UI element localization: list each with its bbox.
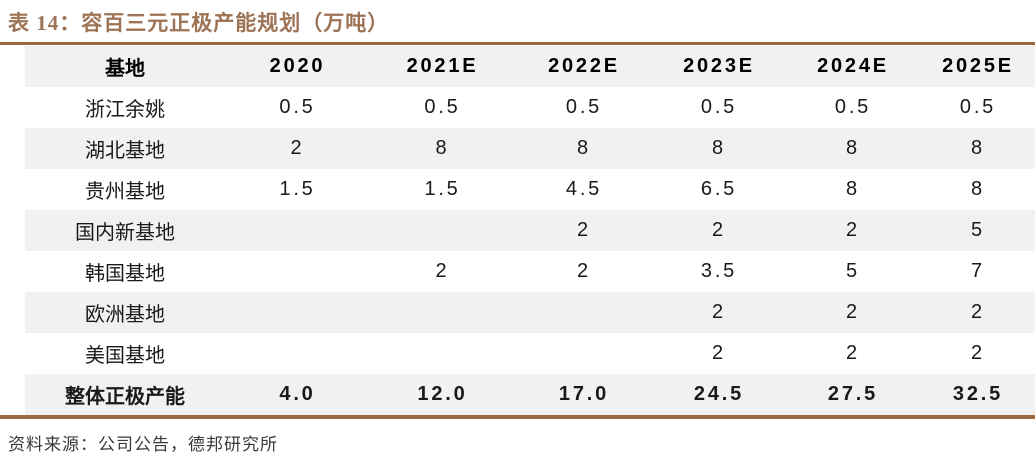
base-name-cell: 整体正极产能 bbox=[65, 386, 185, 408]
value-cell: 2 bbox=[971, 301, 985, 323]
table-row: 国内新基地 2 2 2 5 bbox=[25, 210, 1035, 251]
value-cell: 7 bbox=[971, 260, 985, 282]
value-cell: 32.5 bbox=[952, 383, 1004, 405]
value-cell: 2 bbox=[971, 342, 985, 364]
value-cell: 8 bbox=[577, 137, 591, 159]
value-cell: 8 bbox=[971, 178, 985, 200]
table-row: 美国基地 2 2 2 bbox=[25, 333, 1035, 374]
column-header-year: 2024E bbox=[817, 55, 889, 77]
table-row: 欧洲基地 2 2 2 bbox=[25, 292, 1035, 333]
source-note: 资料来源：公司公告，德邦研究所 bbox=[8, 435, 278, 454]
table-row: 整体正极产能 4.0 12.0 17.0 24.5 27.5 32.5 bbox=[25, 374, 1035, 415]
value-cell: 2 bbox=[290, 137, 305, 159]
base-name-cell: 浙江余姚 bbox=[85, 99, 165, 121]
table-title: 表 14：容百三元正极产能规划（万吨） bbox=[8, 11, 390, 35]
column-header-year: 2021E bbox=[406, 55, 479, 77]
value-cell: 1.5 bbox=[424, 178, 461, 200]
bottom-rule bbox=[0, 415, 1035, 419]
base-name-cell: 湖北基地 bbox=[85, 140, 165, 162]
value-cell: 2 bbox=[846, 301, 860, 323]
value-cell: 2 bbox=[846, 342, 860, 364]
table-row: 湖北基地 2 8 8 8 8 8 bbox=[25, 128, 1035, 169]
value-cell: 0.5 bbox=[834, 96, 872, 118]
value-cell: 5 bbox=[971, 219, 985, 241]
value-cell: 0.5 bbox=[565, 96, 603, 118]
value-cell bbox=[225, 333, 370, 374]
value-cell: 8 bbox=[971, 137, 985, 159]
table-body: 浙江余姚 0.5 0.5 0.5 0.5 0.5 0.5 湖北基地 2 8 8 8 8 8 贵州基地 1.5 1… bbox=[25, 87, 1035, 415]
capacity-table: 基地 2020 2021E 2022E 2023E 2024E 2025E 浙江余姚 0.5 0… bbox=[25, 46, 1035, 415]
value-cell: 24.5 bbox=[693, 383, 745, 405]
value-cell: 2 bbox=[712, 219, 726, 241]
value-cell bbox=[515, 333, 653, 374]
value-cell: 8 bbox=[712, 137, 726, 159]
base-name-cell: 欧洲基地 bbox=[85, 304, 165, 326]
value-cell: 17.0 bbox=[558, 383, 610, 405]
value-cell bbox=[370, 333, 515, 374]
value-cell: 4.0 bbox=[279, 383, 316, 405]
value-cell: 0.5 bbox=[959, 96, 997, 118]
value-cell: 2 bbox=[577, 219, 591, 241]
value-cell: 8 bbox=[846, 137, 860, 159]
value-cell bbox=[370, 292, 515, 333]
base-name-cell: 美国基地 bbox=[85, 345, 165, 367]
column-header-year: 2023E bbox=[683, 55, 755, 77]
value-cell bbox=[225, 292, 370, 333]
value-cell: 0.5 bbox=[424, 96, 461, 118]
base-name-cell: 国内新基地 bbox=[75, 222, 175, 244]
value-cell: 12.0 bbox=[417, 383, 468, 405]
value-cell bbox=[225, 210, 370, 251]
value-cell: 4.5 bbox=[565, 178, 603, 200]
value-cell: 2 bbox=[577, 260, 591, 282]
top-rule bbox=[0, 42, 1035, 45]
value-cell: 1.5 bbox=[279, 178, 316, 200]
value-cell bbox=[370, 210, 515, 251]
value-cell: 0.5 bbox=[700, 96, 738, 118]
table-row: 贵州基地 1.5 1.5 4.5 6.5 8 8 bbox=[25, 169, 1035, 210]
value-cell bbox=[515, 292, 653, 333]
value-cell: 3.5 bbox=[700, 260, 738, 282]
column-header-year: 2022E bbox=[548, 55, 620, 77]
value-cell: 2 bbox=[846, 219, 860, 241]
column-header-year: 2025E bbox=[942, 55, 1014, 77]
value-cell bbox=[225, 251, 370, 292]
column-header-base: 基地 bbox=[105, 58, 145, 80]
base-name-cell: 贵州基地 bbox=[85, 181, 165, 203]
column-header-year: 2020 bbox=[269, 55, 326, 77]
value-cell: 8 bbox=[435, 137, 450, 159]
value-cell: 2 bbox=[712, 301, 726, 323]
header-row: 基地 2020 2021E 2022E 2023E 2024E 2025E bbox=[25, 46, 1035, 87]
value-cell: 2 bbox=[712, 342, 726, 364]
table-row: 韩国基地 2 2 3.5 5 7 bbox=[25, 251, 1035, 292]
table-row: 浙江余姚 0.5 0.5 0.5 0.5 0.5 0.5 bbox=[25, 87, 1035, 128]
value-cell: 0.5 bbox=[279, 96, 316, 118]
value-cell: 5 bbox=[846, 260, 860, 282]
value-cell: 27.5 bbox=[827, 383, 879, 405]
value-cell: 6.5 bbox=[700, 178, 738, 200]
value-cell: 8 bbox=[846, 178, 860, 200]
base-name-cell: 韩国基地 bbox=[85, 263, 165, 285]
value-cell: 2 bbox=[435, 260, 450, 282]
